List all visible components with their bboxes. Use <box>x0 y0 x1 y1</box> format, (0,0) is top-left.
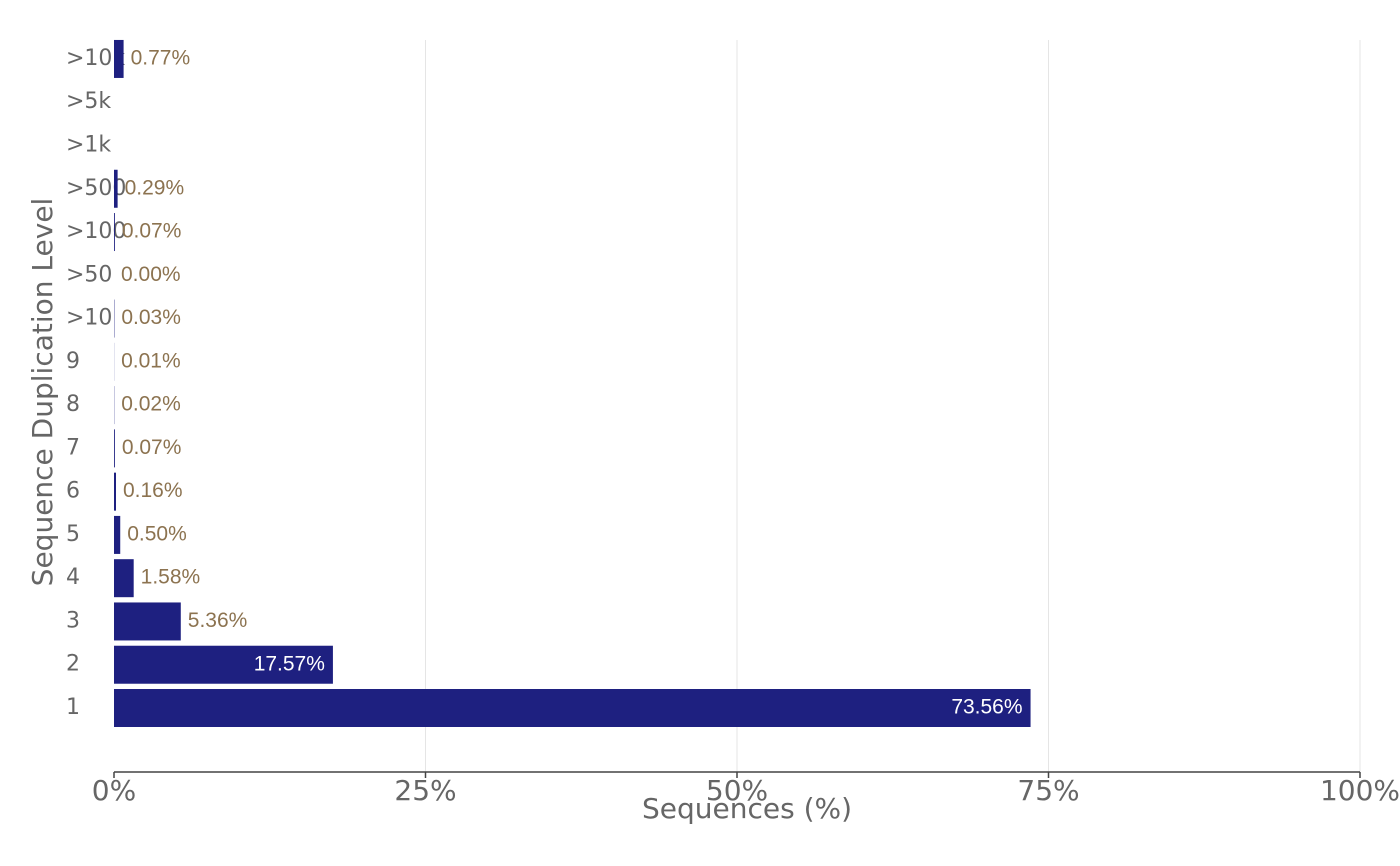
bar <box>114 645 333 684</box>
y-tick-label: 2 <box>66 652 80 677</box>
x-tick-label: 50% <box>706 774 768 807</box>
value-label: 0.16% <box>123 479 183 502</box>
bar <box>114 429 115 468</box>
bar <box>114 169 118 208</box>
value-label: 0.50% <box>127 522 187 545</box>
bar <box>114 213 115 252</box>
value-label: 0.01% <box>121 349 181 372</box>
bar <box>114 515 121 554</box>
value-label: 17.57% <box>254 652 325 675</box>
value-label: 0.07% <box>122 220 182 243</box>
value-label: 0.29% <box>125 176 185 199</box>
y-axis-title: Sequence Duplication Level <box>26 198 59 587</box>
y-tick-label: 8 <box>66 392 80 417</box>
x-tick-label: 75% <box>1017 774 1079 807</box>
bar <box>114 472 116 511</box>
y-tick-label: 9 <box>66 349 80 374</box>
y-tick-label: >1k <box>66 132 111 157</box>
value-label: 0.07% <box>122 436 182 459</box>
value-label: 0.77% <box>131 46 191 69</box>
y-tick-label: 7 <box>66 435 80 460</box>
y-tick-label: 3 <box>66 608 80 633</box>
x-axis-title: Sequences (%) <box>642 792 852 825</box>
x-tick-label: 0% <box>92 774 136 807</box>
bar <box>114 559 134 598</box>
value-label: 73.56% <box>951 696 1022 719</box>
x-tick-label: 25% <box>394 774 456 807</box>
y-tick-label: 1 <box>66 695 80 720</box>
value-label: 5.36% <box>188 609 248 632</box>
y-tick-label: >50 <box>66 262 112 287</box>
y-tick-label: >5k <box>66 89 111 114</box>
value-label: 0.02% <box>121 393 181 416</box>
bar <box>114 689 1031 727</box>
bar <box>114 39 124 78</box>
y-tick-label: 6 <box>66 479 80 504</box>
y-tick-label: 5 <box>66 522 80 547</box>
y-tick-label: >10 <box>66 306 112 331</box>
value-label: 1.58% <box>141 566 201 589</box>
value-label: 0.00% <box>121 263 181 286</box>
y-tick-label: >100 <box>66 219 126 244</box>
bar <box>114 602 181 641</box>
value-label: 0.03% <box>121 306 181 329</box>
y-tick-label: 4 <box>66 565 80 590</box>
x-tick-label: 100% <box>1320 774 1400 807</box>
